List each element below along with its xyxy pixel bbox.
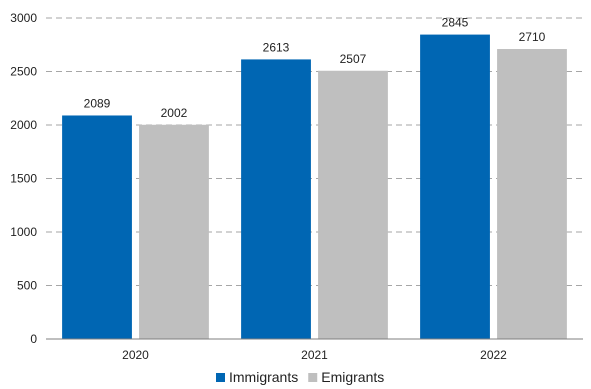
y-tick-label: 1000 <box>10 225 37 239</box>
data-label: 2613 <box>263 40 290 54</box>
y-tick-label: 500 <box>17 279 37 293</box>
y-tick-label: 3000 <box>10 11 37 25</box>
x-tick-label: 2022 <box>480 348 507 362</box>
bar-emigrants-2020 <box>139 124 209 339</box>
y-tick-label: 2500 <box>10 65 37 79</box>
data-label: 2710 <box>519 30 546 44</box>
data-label: 2845 <box>442 16 469 30</box>
legend-swatch <box>216 373 225 382</box>
y-tick-label: 1500 <box>10 172 37 186</box>
legend-label: Emigrants <box>321 369 384 385</box>
data-label: 2507 <box>340 52 367 66</box>
legend: Immigrants Emigrants <box>216 369 384 385</box>
bar-immigrants-2021 <box>241 59 311 340</box>
bar-emigrants-2021 <box>318 70 388 339</box>
y-axis: 0 500 1000 1500 2000 2500 3000 <box>10 11 37 346</box>
y-tick-label: 0 <box>30 332 37 346</box>
bar-immigrants-2020 <box>62 115 132 340</box>
bar-emigrants-2022 <box>497 49 567 339</box>
x-tick-label: 2020 <box>122 348 149 362</box>
y-tick-label: 2000 <box>10 118 37 132</box>
bars: 2089 2002 2613 2507 2845 2710 <box>62 16 567 340</box>
legend-label: Immigrants <box>229 369 298 385</box>
x-tick-label: 2021 <box>301 348 328 362</box>
x-axis: 2020 2021 2022 <box>46 338 583 362</box>
bar-immigrants-2022 <box>420 34 490 340</box>
data-label: 2089 <box>84 96 111 110</box>
data-label: 2002 <box>161 106 188 120</box>
legend-swatch <box>308 373 318 382</box>
